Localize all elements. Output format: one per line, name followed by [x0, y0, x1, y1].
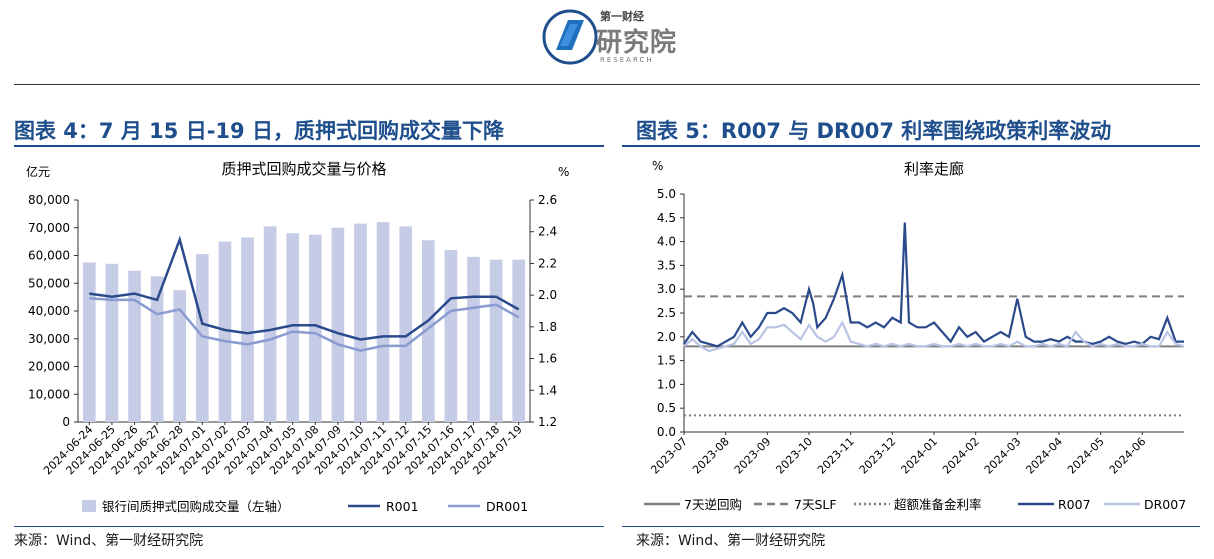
volume-bar — [331, 227, 345, 422]
volume-bar — [512, 259, 526, 422]
y-tick-label: 2.0 — [657, 330, 676, 344]
volume-bar — [173, 290, 187, 422]
volume-bar — [82, 262, 96, 422]
report-header: 第一财经 研究院 RESEARCH — [0, 0, 1214, 92]
left-tick-label: 60,000 — [28, 249, 70, 263]
logo-emblem-icon — [542, 9, 598, 65]
x-tick-label: 2023-08 — [690, 435, 732, 477]
right-tick-label: 1.4 — [538, 383, 557, 397]
volume-bar — [444, 249, 458, 422]
y-axis-unit: % — [652, 159, 663, 173]
right-figure-title: 图表 5：R007 与 DR007 利率围绕政策利率波动 — [636, 119, 1112, 143]
left-axis-unit: 亿元 — [26, 164, 50, 179]
volume-bar — [128, 270, 141, 422]
volume-bar — [308, 234, 322, 422]
x-tick-label: 2024-03 — [982, 435, 1024, 477]
chart-volume-price: 质押式回购成交量与价格 亿元 % 0 10,000 20,000 30,000 40,000 5… — [26, 160, 569, 514]
y-tick-label: 1.5 — [657, 354, 676, 368]
volume-bar — [354, 223, 367, 422]
x-tick-label: 2023-11 — [815, 435, 857, 477]
right-tick-label: 1.8 — [538, 320, 557, 334]
right-tick-label: 2.2 — [538, 256, 557, 270]
y-tick-label: 0.0 — [657, 425, 676, 439]
legend-swatch-volume — [82, 500, 96, 512]
legend-label-volume: 银行间质押式回购成交量（左轴） — [102, 499, 290, 514]
right-tick-label: 2.4 — [538, 225, 557, 239]
logo-name: 研究院 — [596, 28, 678, 58]
y-tick-label: 5.0 — [657, 187, 676, 201]
right-axis-unit: % — [558, 165, 569, 179]
series-line-dr001 — [89, 297, 520, 352]
logo-subtitle: RESEARCH — [600, 56, 654, 64]
y-tick-label: 4.0 — [657, 235, 676, 249]
logo-brand: 第一财经 — [600, 10, 644, 23]
x-tick-label: 2024-02 — [940, 435, 982, 477]
y-tick-label: 3.5 — [657, 258, 676, 272]
y-tick-label: 2.5 — [657, 306, 676, 320]
right-title-rule — [622, 145, 1200, 147]
left-tick-label: 80,000 — [28, 193, 70, 207]
series-line-r001 — [89, 235, 520, 341]
y-tick-label: 1.0 — [657, 377, 676, 391]
x-tick-label: 2024-06 — [1107, 435, 1149, 477]
legend-label-0: 7天逆回购 — [684, 497, 742, 512]
left-tick-label: 20,000 — [28, 360, 70, 374]
x-tick-label: 2024-01 — [898, 435, 940, 477]
volume-bar — [421, 240, 435, 422]
right-source-note: 来源：Wind、第一财经研究院 — [636, 533, 826, 549]
volume-bar — [195, 254, 209, 422]
left-tick-label: 0 — [62, 415, 70, 429]
right-bottom-rule — [622, 526, 1200, 527]
y-tick-label: 3.0 — [657, 282, 676, 296]
x-tick-label: 2024-05 — [1065, 435, 1107, 477]
right-tick-label: 2.0 — [538, 288, 557, 302]
volume-bar — [286, 233, 300, 422]
legend-label-1: 7天SLF — [794, 497, 837, 512]
x-tick-label: 2024-04 — [1023, 435, 1065, 477]
series-line-dr007 — [683, 320, 1185, 353]
left-figure-title: 图表 4：7 月 15 日-19 日，质押式回购成交量下降 — [14, 119, 504, 143]
volume-bar — [105, 263, 119, 422]
volume-bar — [263, 226, 277, 422]
x-tick-label: 2023-10 — [773, 435, 815, 477]
legend-label-3: R007 — [1058, 497, 1091, 512]
left-tick-label: 30,000 — [28, 332, 70, 346]
chart-rate-corridor: 利率走廊% 0.0 0.5 1.0 1.5 2.0 2.5 3.0 3.5 4.0 4.5 5.0 20… — [644, 159, 1186, 512]
left-tick-label: 70,000 — [28, 221, 70, 235]
chart-title: 利率走廊 — [904, 160, 964, 178]
legend-label-4: DR007 — [1144, 497, 1186, 512]
volume-bar — [241, 237, 254, 422]
volume-bar — [218, 241, 232, 422]
left-tick-label: 50,000 — [28, 276, 70, 290]
left-tick-label: 40,000 — [28, 304, 70, 318]
y-tick-label: 0.5 — [657, 401, 676, 415]
left-title-rule — [14, 145, 604, 147]
legend-label-dr001: DR001 — [486, 499, 528, 514]
legend-label-r001: R001 — [386, 499, 419, 514]
research-logo: 第一财经 研究院 RESEARCH — [540, 6, 680, 68]
volume-bar — [399, 226, 413, 422]
x-tick-label: 2023-12 — [857, 435, 899, 477]
x-tick-label: 2023-07 — [648, 435, 690, 477]
volume-bar — [467, 256, 480, 422]
right-tick-label: 1.6 — [538, 352, 557, 366]
left-bottom-rule — [14, 526, 604, 527]
right-tick-label: 2.6 — [538, 193, 557, 207]
series-line-r007 — [683, 222, 1184, 348]
left-tick-label: 10,000 — [28, 387, 70, 401]
volume-bar — [376, 222, 390, 422]
y-tick-label: 4.5 — [657, 211, 676, 225]
legend-label-2: 超额准备金利率 — [894, 497, 982, 512]
x-tick-label: 2023-09 — [732, 435, 774, 477]
chart-title: 质押式回购成交量与价格 — [221, 160, 386, 178]
right-tick-label: 1.2 — [538, 415, 557, 429]
volume-bar — [489, 259, 503, 422]
left-source-note: 来源：Wind、第一财经研究院 — [14, 533, 204, 549]
header-divider — [14, 84, 1200, 85]
